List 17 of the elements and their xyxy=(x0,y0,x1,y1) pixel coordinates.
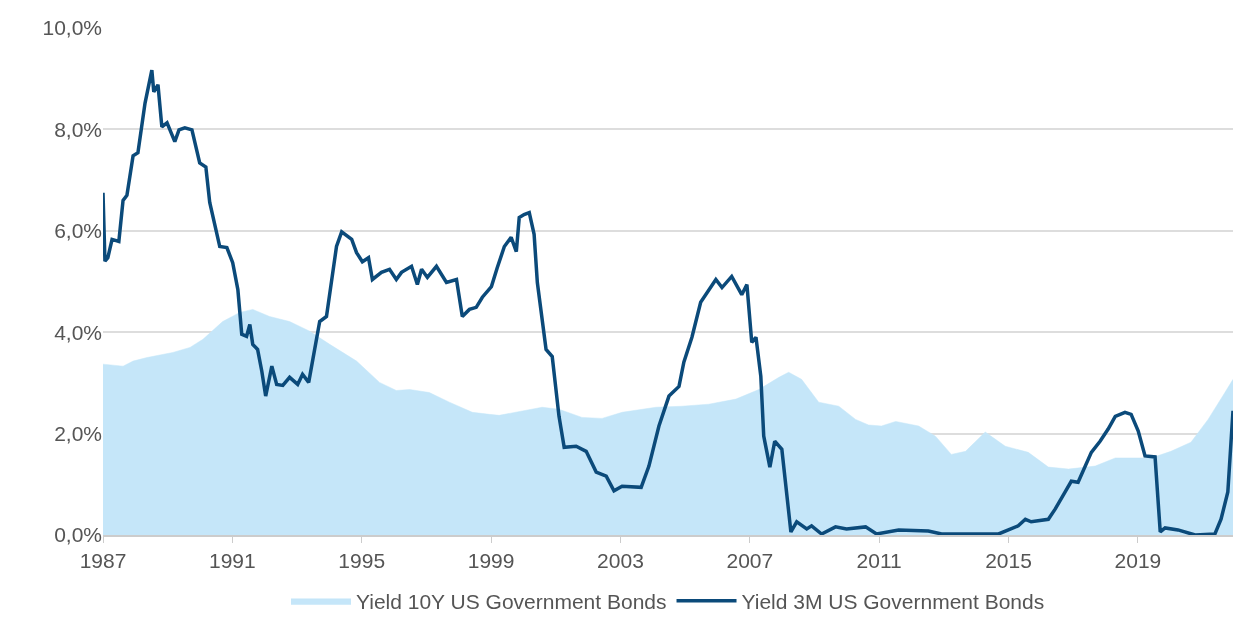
y-tick-label: 6,0% xyxy=(54,219,102,243)
y-tick-label: 4,0% xyxy=(54,320,102,344)
x-tick-label: 2003 xyxy=(597,549,644,573)
y-tick-label: 2,0% xyxy=(54,421,102,445)
x-tick-label: 2019 xyxy=(1114,549,1162,573)
x-tick-label: 2011 xyxy=(856,549,902,573)
y-tick-label: 10,0% xyxy=(42,16,102,40)
x-tick-label: 1995 xyxy=(338,549,386,573)
legend-label: Yield 10Y US Government Bonds xyxy=(356,589,667,613)
x-tick-label: 1987 xyxy=(79,549,127,573)
y-tick-label: 8,0% xyxy=(54,117,102,141)
x-tick-label: 1991 xyxy=(209,549,256,573)
x-tick-label: 2007 xyxy=(726,549,774,573)
x-tick-label: 1999 xyxy=(467,549,515,573)
x-tick-label: 2015 xyxy=(985,549,1032,573)
legend-label: Yield 3M US Government Bonds xyxy=(741,589,1045,613)
y-tick-label: 0,0% xyxy=(54,523,102,547)
